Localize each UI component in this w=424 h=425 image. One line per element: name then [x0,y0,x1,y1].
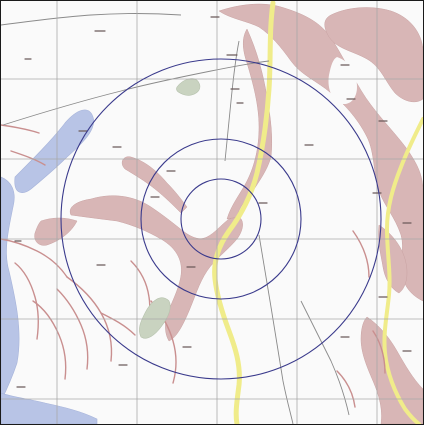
terrain-upper-tributary [121,156,188,214]
inner-range-ring [180,178,262,260]
terrain-southeast [360,316,423,424]
east-road [382,117,423,424]
coast-southwest [1,392,98,424]
lake-west [14,109,94,193]
terrain-west-arm [34,217,78,246]
outer-range-ring [60,58,382,380]
middle-range-ring [140,138,302,300]
terrain-upper-right-blob [324,7,423,103]
terrain-layer [34,3,423,424]
range-rings [60,58,382,380]
vegetation-patch [139,297,171,339]
terrain-central-valley [69,195,243,342]
terrain-gaps [285,57,357,162]
river-west [1,176,20,402]
water-layer [1,78,201,424]
terrain-right-lobe [290,182,360,275]
minor-road-layer [1,13,350,424]
map-annotations [14,16,412,388]
